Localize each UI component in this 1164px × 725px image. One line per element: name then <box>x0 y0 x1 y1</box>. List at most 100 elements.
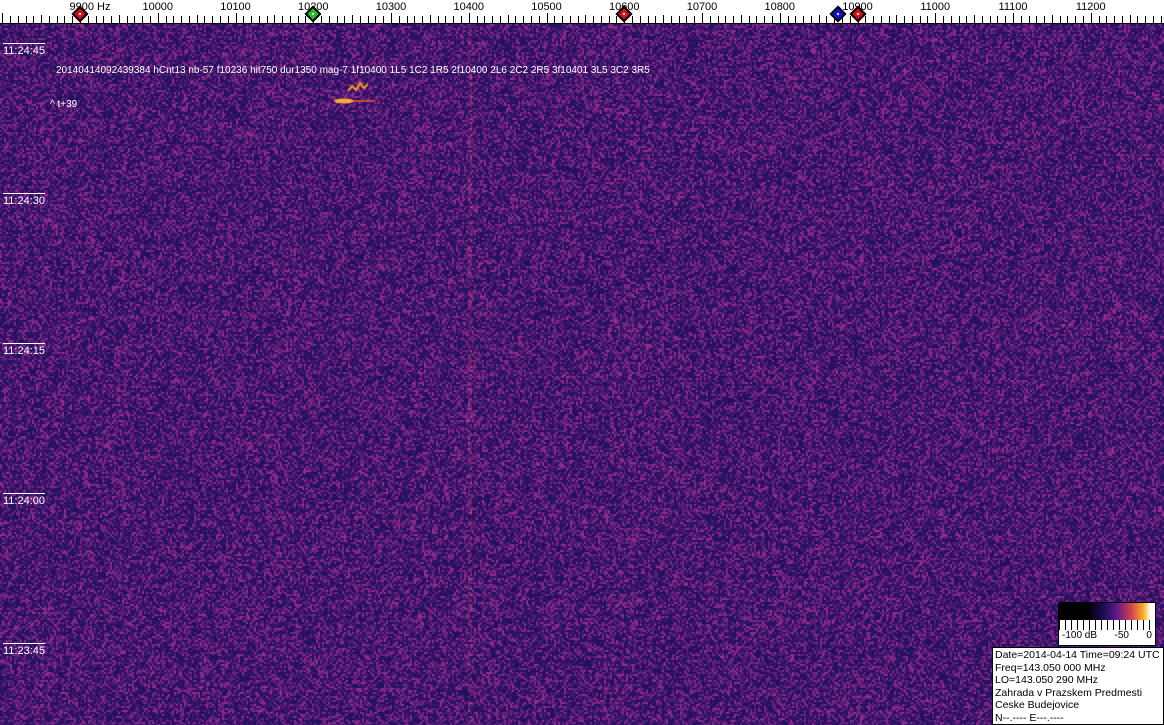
frequency-tick <box>609 16 610 23</box>
frequency-tick <box>881 16 882 23</box>
frequency-tick <box>873 16 874 23</box>
frequency-tick <box>368 16 369 23</box>
frequency-tick <box>360 16 361 23</box>
frequency-tick <box>383 16 384 23</box>
frequency-tick <box>158 13 159 23</box>
frequency-tick <box>1060 16 1061 23</box>
frequency-tick <box>679 16 680 23</box>
info-freq: Freq=143.050 000 MHz <box>995 662 1161 675</box>
frequency-tick <box>305 16 306 23</box>
frequency-tick <box>1091 13 1092 23</box>
frequency-axis[interactable]: 9900 Hz100001010010200103001040010500106… <box>0 0 1164 24</box>
frequency-tick <box>694 16 695 23</box>
frequency-tick <box>570 16 571 23</box>
frequency-tick <box>41 15 42 23</box>
frequency-tick <box>212 16 213 23</box>
frequency-tick <box>72 16 73 23</box>
frequency-tick <box>197 15 198 23</box>
frequency-tick <box>1052 15 1053 23</box>
frequency-label: 10100 <box>220 1 251 13</box>
frequency-tick <box>523 16 524 23</box>
frequency-tick <box>484 16 485 23</box>
frequency-tick <box>1083 16 1084 23</box>
frequency-tick <box>414 16 415 23</box>
frequency-tick <box>585 15 586 23</box>
frequency-label: 11200 <box>1076 1 1106 13</box>
frequency-tick <box>2 13 3 23</box>
frequency-tick <box>554 16 555 23</box>
frequency-tick <box>1029 16 1030 23</box>
frequency-tick <box>593 16 594 23</box>
frequency-tick <box>1114 16 1115 23</box>
frequency-tick <box>1122 16 1123 23</box>
frequency-tick <box>788 16 789 23</box>
frequency-tick <box>251 16 252 23</box>
frequency-tick <box>1161 16 1162 23</box>
frequency-label: 11000 <box>920 1 950 13</box>
frequency-tick <box>274 15 275 23</box>
frequency-tick <box>1130 15 1131 23</box>
frequency-tick <box>539 16 540 23</box>
frequency-tick <box>461 16 462 23</box>
frequency-tick <box>655 16 656 23</box>
frequency-tick <box>500 16 501 23</box>
frequency-tick <box>826 16 827 23</box>
info-location: Zahrada v Prazskem Predmesti <box>995 687 1161 700</box>
frequency-tick <box>974 15 975 23</box>
frequency-tick <box>228 16 229 23</box>
colorbar-gradient <box>1059 603 1155 620</box>
frequency-tick <box>889 16 890 23</box>
frequency-tick <box>920 16 921 23</box>
frequency-tick <box>764 16 765 23</box>
frequency-label: 10300 <box>376 1 407 13</box>
time-label: 11:24:15 <box>3 343 45 357</box>
frequency-tick <box>1021 16 1022 23</box>
frequency-label: 10400 <box>453 1 484 13</box>
frequency-tick <box>780 13 781 23</box>
frequency-tick <box>601 16 602 23</box>
frequency-tick <box>1067 16 1068 23</box>
frequency-tick <box>399 16 400 23</box>
frequency-tick <box>1145 16 1146 23</box>
frequency-tick <box>259 16 260 23</box>
info-coords: N--.---- E---.---- <box>995 712 1161 725</box>
frequency-tick <box>756 16 757 23</box>
meteor-detection-annotation: 20140414092439384 hCnt13 nb-57 f10236 hi… <box>56 65 650 76</box>
frequency-tick <box>508 15 509 23</box>
time-offset-annotation: ^ t+39 <box>50 99 77 110</box>
frequency-tick <box>445 16 446 23</box>
frequency-tick <box>1005 16 1006 23</box>
frequency-tick <box>997 16 998 23</box>
waterfall-spectrogram[interactable] <box>0 24 1164 725</box>
frequency-label: 11100 <box>999 1 1028 13</box>
frequency-tick <box>407 16 408 23</box>
frequency-tick <box>819 15 820 23</box>
frequency-tick <box>10 16 11 23</box>
frequency-tick <box>632 16 633 23</box>
frequency-tick <box>733 16 734 23</box>
frequency-tick <box>1099 16 1100 23</box>
colorbar-label: 0 <box>1146 630 1152 641</box>
frequency-tick <box>298 16 299 23</box>
frequency-tick <box>337 16 338 23</box>
frequency-tick <box>1036 16 1037 23</box>
frequency-tick <box>26 16 27 23</box>
frequency-tick <box>795 16 796 23</box>
frequency-tick <box>375 16 376 23</box>
info-date: Date=2014-04-14 Time=09:24 UTC <box>995 649 1161 662</box>
frequency-tick <box>912 16 913 23</box>
frequency-tick <box>236 13 237 23</box>
frequency-tick <box>438 16 439 23</box>
frequency-tick <box>1075 16 1076 23</box>
time-label: 11:24:30 <box>3 193 45 207</box>
frequency-tick <box>927 16 928 23</box>
frequency-tick <box>943 16 944 23</box>
frequency-tick <box>150 16 151 23</box>
frequency-tick <box>88 16 89 23</box>
frequency-tick <box>578 16 579 23</box>
info-lo: LO=143.050 290 MHz <box>995 674 1161 687</box>
colorbar-label: -50 <box>1115 630 1129 641</box>
frequency-tick <box>49 16 50 23</box>
frequency-tick <box>531 16 532 23</box>
frequency-tick <box>982 16 983 23</box>
